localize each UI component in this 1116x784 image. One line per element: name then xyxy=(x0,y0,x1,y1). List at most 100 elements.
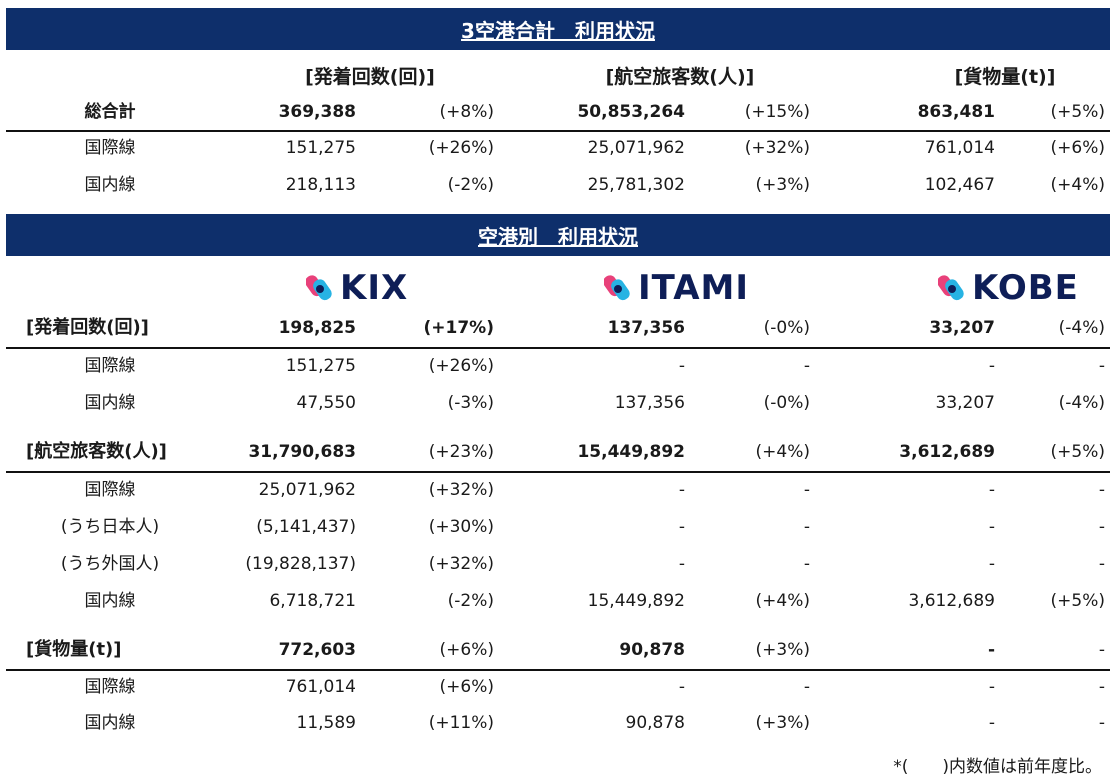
section2-banner: 空港別 利用状況 xyxy=(6,214,1110,256)
airport-cell-itami: 90,878 xyxy=(619,640,685,660)
intl-passengers-pct: (+32%) xyxy=(744,138,810,158)
airport-cell-itami-pct: - xyxy=(803,517,810,537)
airport-cell-kix: (5,141,437) xyxy=(256,517,356,537)
row-label-domestic: 国内線 xyxy=(84,175,136,195)
airport-cell-kix-pct: (+30%) xyxy=(428,517,494,537)
airport-row-label: (うち日本人) xyxy=(60,517,160,537)
kix-logo: KIX xyxy=(306,266,408,310)
intl-flights-pct: (+26%) xyxy=(428,138,494,158)
airport-cell-kix-pct: (+6%) xyxy=(439,677,494,697)
airport-cell-kobe: - xyxy=(988,356,995,376)
airport-row-label: [貨物量(t)] xyxy=(26,639,122,660)
dom-cargo-pct: (+4%) xyxy=(1050,175,1105,195)
divider xyxy=(6,347,1110,349)
total-cargo-pct: (+5%) xyxy=(1050,102,1105,122)
airport-cell-itami-pct: (-0%) xyxy=(763,318,810,338)
dom-flights: 218,113 xyxy=(285,175,356,195)
airport-cell-kobe-pct: - xyxy=(1098,480,1105,500)
airport-cell-itami: 137,356 xyxy=(614,393,685,413)
airport-cell-itami: - xyxy=(678,517,685,537)
airport-cell-kobe: 33,207 xyxy=(929,318,995,338)
airport-cell-itami: 15,449,892 xyxy=(587,591,685,611)
airport-row-label: 国内線 xyxy=(84,393,136,413)
airport-cell-kix: 772,603 xyxy=(278,640,356,660)
airport-cell-kobe: - xyxy=(988,480,995,500)
airport-cell-kobe-pct: - xyxy=(1098,517,1105,537)
airport-row-label: [航空旅客数(人)] xyxy=(26,441,167,462)
airport-cell-kobe: - xyxy=(988,713,995,733)
airport-cell-kix-pct: (+17%) xyxy=(423,318,494,338)
airport-cell-itami: 90,878 xyxy=(625,713,685,733)
airport-cell-kobe-pct: - xyxy=(1098,554,1105,574)
airport-cell-kix: 151,275 xyxy=(285,356,356,376)
airport-cell-kobe-pct: - xyxy=(1098,677,1105,697)
total-flights: 369,388 xyxy=(278,102,356,122)
airport-cell-kix: 6,718,721 xyxy=(269,591,356,611)
header-passengers: [航空旅客数(人)] xyxy=(605,66,755,88)
airport-cell-kobe-pct: (-4%) xyxy=(1058,318,1105,338)
airport-cell-itami: 137,356 xyxy=(607,318,685,338)
airport-row-label: 国内線 xyxy=(84,591,136,611)
airport-cell-itami-pct: (-0%) xyxy=(763,393,810,413)
airport-cell-kobe-pct: - xyxy=(1098,356,1105,376)
total-cargo: 863,481 xyxy=(917,102,995,122)
total-passengers: 50,853,264 xyxy=(577,102,685,122)
airport-cell-itami-pct: - xyxy=(803,554,810,574)
airport-cell-kix-pct: (+26%) xyxy=(428,356,494,376)
divider xyxy=(6,471,1110,473)
airport-cell-kobe: 3,612,689 xyxy=(908,591,995,611)
airport-cell-itami: - xyxy=(678,480,685,500)
airport-cell-itami-pct: (+4%) xyxy=(755,442,810,462)
airport-cell-kobe: - xyxy=(988,677,995,697)
airport-cell-kix: 25,071,962 xyxy=(258,480,356,500)
footnote: *( )内数値は前年度比。 xyxy=(893,757,1102,777)
airport-cell-kix: 31,790,683 xyxy=(248,442,356,462)
airport-cell-kix: 198,825 xyxy=(278,318,356,338)
airport-cell-itami: - xyxy=(678,356,685,376)
airport-row-label: 国際線 xyxy=(84,677,136,697)
intl-cargo: 761,014 xyxy=(924,138,995,158)
airport-row-label: [発着回数(回)] xyxy=(26,317,149,338)
airport-cell-kix: 11,589 xyxy=(296,713,356,733)
airport-cell-kobe-pct: (+5%) xyxy=(1050,591,1105,611)
airport-cell-kobe-pct: (-4%) xyxy=(1058,393,1105,413)
row-label-total: 総合計 xyxy=(84,102,136,122)
divider xyxy=(6,130,1110,132)
kobe-logo-text: KOBE xyxy=(972,268,1079,308)
section1-title: 3空港合計 利用状況 xyxy=(461,18,655,43)
airport-row-label: (うち外国人) xyxy=(60,554,160,574)
airport-cell-kobe: - xyxy=(988,554,995,574)
airport-cell-kix-pct: (-2%) xyxy=(447,591,494,611)
airport-cell-itami: - xyxy=(678,554,685,574)
airport-cell-kix-pct: (+11%) xyxy=(428,713,494,733)
dom-passengers: 25,781,302 xyxy=(587,175,685,195)
header-flights: [発着回数(回)] xyxy=(305,66,435,88)
airport-cell-itami-pct: - xyxy=(803,356,810,376)
airport-row-label: 国際線 xyxy=(84,480,136,500)
intl-passengers: 25,071,962 xyxy=(587,138,685,158)
itami-logo: ITAMI xyxy=(604,266,749,310)
airport-cell-itami-pct: (+3%) xyxy=(755,640,810,660)
airport-cell-itami: - xyxy=(678,677,685,697)
dom-cargo: 102,467 xyxy=(924,175,995,195)
total-flights-pct: (+8%) xyxy=(439,102,494,122)
airport-cell-kobe-pct: (+5%) xyxy=(1050,442,1105,462)
kansai-airports-icon xyxy=(604,275,630,301)
airport-cell-kix: (19,828,137) xyxy=(245,554,356,574)
airport-cell-kix: 47,550 xyxy=(296,393,356,413)
airport-cell-kix-pct: (+23%) xyxy=(428,442,494,462)
airport-cell-kix-pct: (+6%) xyxy=(439,640,494,660)
airport-row-label: 国内線 xyxy=(84,713,136,733)
airport-cell-kix-pct: (+32%) xyxy=(428,554,494,574)
itami-logo-text: ITAMI xyxy=(638,268,750,308)
airport-cell-kix-pct: (-3%) xyxy=(447,393,494,413)
airport-cell-itami-pct: - xyxy=(803,677,810,697)
airport-cell-itami-pct: - xyxy=(803,480,810,500)
airport-cell-itami: 15,449,892 xyxy=(577,442,685,462)
section1-banner: 3空港合計 利用状況 xyxy=(6,8,1110,50)
header-cargo: [貨物量(t)] xyxy=(954,66,1056,88)
dom-passengers-pct: (+3%) xyxy=(755,175,810,195)
kobe-logo: KOBE xyxy=(938,266,1079,310)
airport-cell-kix: 761,014 xyxy=(285,677,356,697)
total-passengers-pct: (+15%) xyxy=(744,102,810,122)
